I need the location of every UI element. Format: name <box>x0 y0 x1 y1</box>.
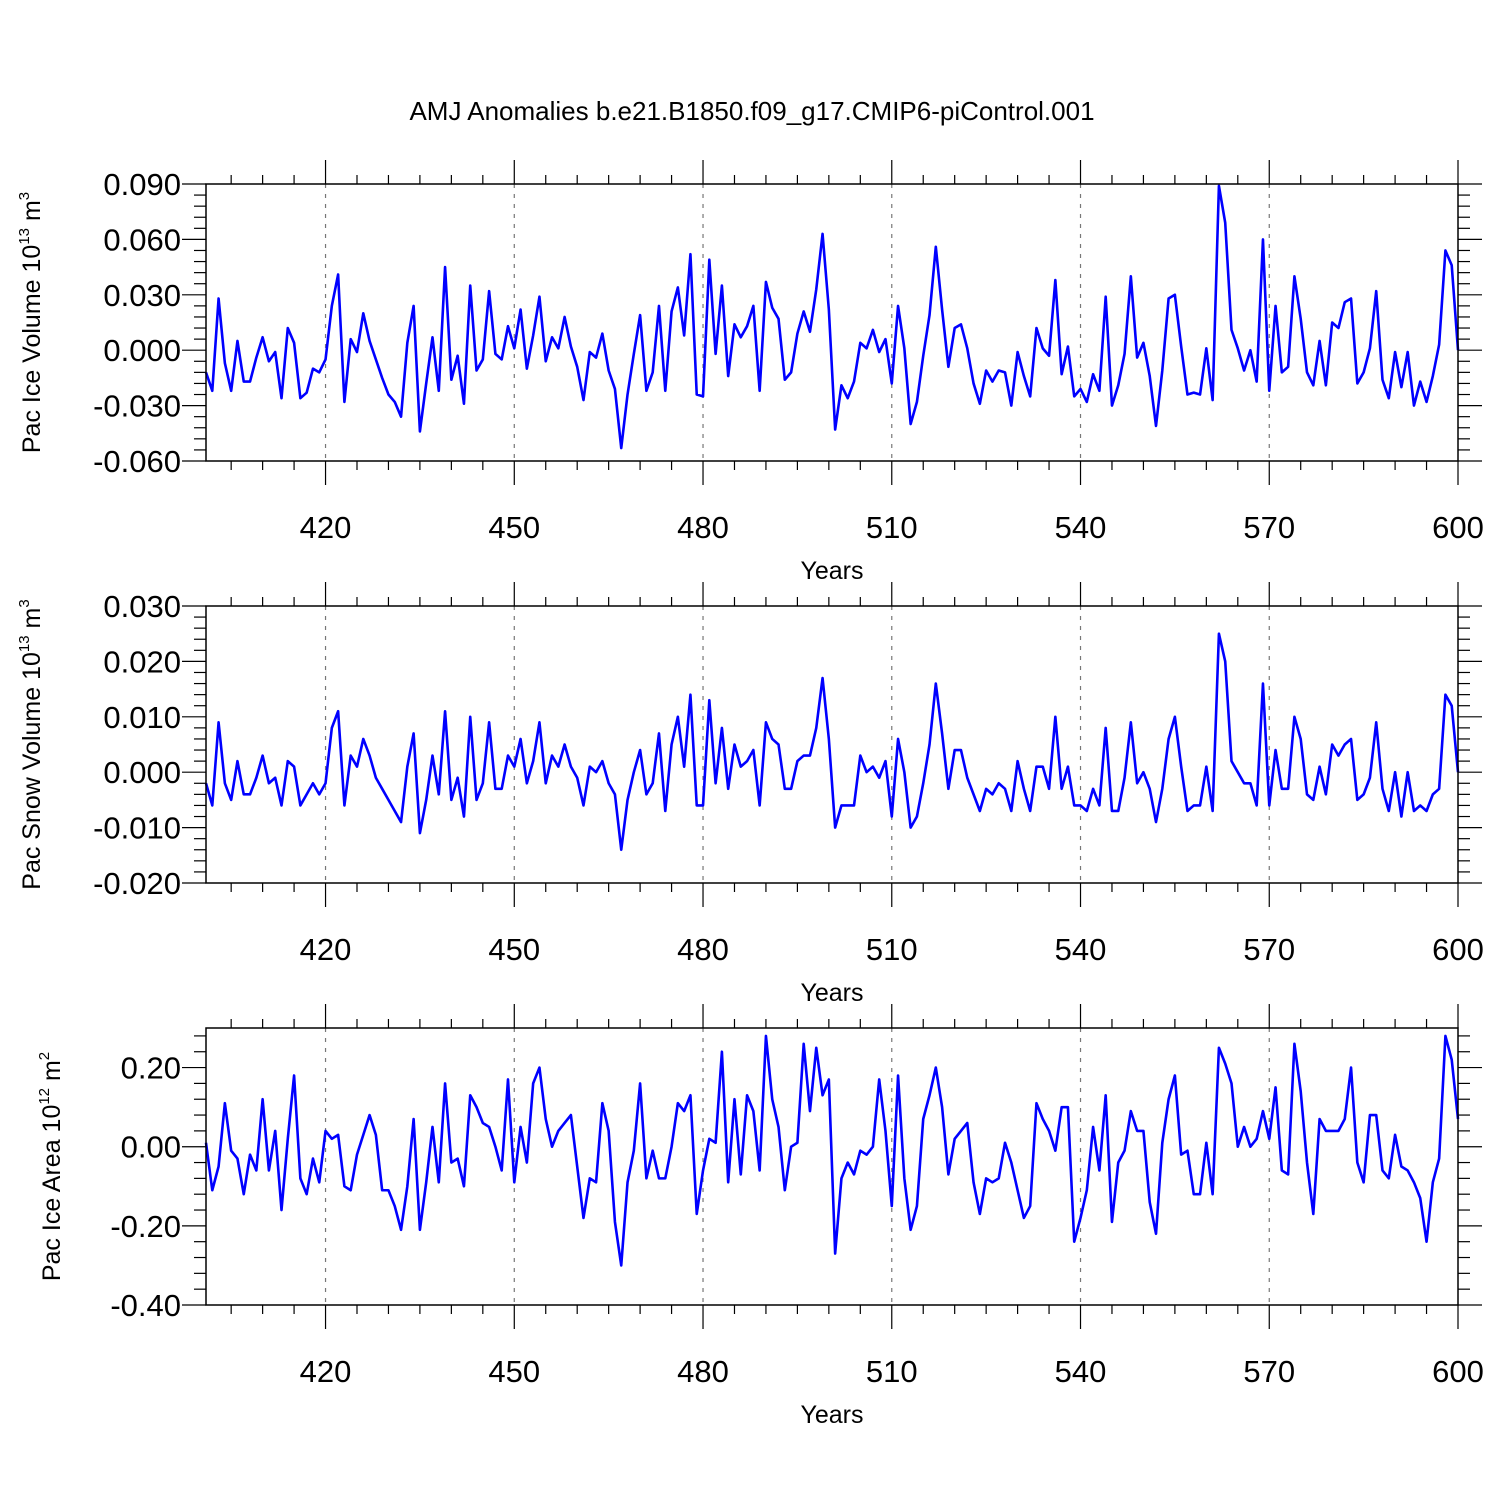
ice-volume-plot-frame <box>205 183 1459 462</box>
ice-volume-series-line <box>204 184 1460 450</box>
ice-area-y-axis-title-main: Pac Ice Area 10 <box>38 1105 66 1282</box>
ice-volume-y-axis-title: Pac Ice Volume 1013 m3 <box>16 192 46 453</box>
snow-volume-y-tick-label: 0.030 <box>103 589 181 624</box>
ice-area-y-tick-label: 0.20 <box>121 1051 181 1086</box>
ice-area-x-tick-label: 600 <box>1432 1354 1484 1389</box>
snow-volume-x-tick-label: 450 <box>488 932 540 967</box>
ice-volume-x-tick-label: 600 <box>1432 510 1484 545</box>
ice-area-panel: 420 450 480 510 540 570 600 -0.40 -0.20 0.00 0.20 Y… <box>36 1004 1484 1429</box>
snow-volume-x-tick-label: 510 <box>866 932 918 967</box>
ice-volume-x-tick-label: 480 <box>677 510 729 545</box>
ice-volume-y-tick-label: -0.030 <box>93 389 181 424</box>
snow-volume-x-tick-label: 570 <box>1243 932 1295 967</box>
ice-area-y-tick-label: 0.00 <box>121 1130 181 1165</box>
ice-volume-x-tick-label: 570 <box>1243 510 1295 545</box>
ice-area-x-axis-title: Years <box>800 1401 863 1429</box>
ice-volume-y-axis-title-exp: 13 <box>16 228 33 245</box>
ice-area-plot-frame <box>205 1027 1459 1306</box>
snow-volume-y-axis-title-unit: m <box>18 608 46 636</box>
ice-area-y-axis-title: Pac Ice Area 1012 m2 <box>36 1052 66 1281</box>
panels: 420 450 480 510 540 570 600 -0.060 -0.030 0.000 0.… <box>16 160 1484 1429</box>
snow-volume-y-tick-label: -0.020 <box>93 866 181 901</box>
snow-volume-x-tick-label: 540 <box>1055 932 1107 967</box>
ice-area-y-tick-label: -0.40 <box>110 1288 181 1323</box>
snow-volume-y-tick-label: 0.000 <box>103 755 181 790</box>
ice-volume-y-tick-label: 0.030 <box>103 278 181 313</box>
ice-volume-y-axis-title-unit: m <box>18 200 46 228</box>
figure-title: AMJ Anomalies b.e21.B1850.f09_g17.CMIP6-… <box>409 96 1094 126</box>
ice-area-y-axis-title-exp: 12 <box>36 1088 53 1105</box>
snow-volume-y-tick-label: 0.020 <box>103 644 181 679</box>
ice-volume-x-tick-label: 450 <box>488 510 540 545</box>
snow-volume-x-tick-label: 480 <box>677 932 729 967</box>
snow-volume-y-axis-title: Pac Snow Volume 1013 m3 <box>16 599 46 889</box>
ice-volume-x-tick-label: 510 <box>866 510 918 545</box>
ice-area-y-axis-title-unit: m <box>38 1060 66 1088</box>
ice-volume-y-axis-title-main: Pac Ice Volume 10 <box>18 245 46 453</box>
ice-volume-x-tick-label: 540 <box>1055 510 1107 545</box>
snow-volume-y-axis-title-main: Pac Snow Volume 10 <box>18 652 46 890</box>
ice-volume-y-tick-label: 0.090 <box>103 167 181 202</box>
ice-volume-y-axis-title-unit-exp: 3 <box>16 192 33 200</box>
ice-area-x-tick-label: 420 <box>300 1354 352 1389</box>
snow-volume-x-tick-label: 420 <box>300 932 352 967</box>
snow-volume-y-tick-label: 0.010 <box>103 700 181 735</box>
snow-volume-plot-frame <box>205 605 1459 884</box>
ice-area-x-tick-label: 570 <box>1243 1354 1295 1389</box>
ice-volume-y-tick-label: 0.060 <box>103 222 181 257</box>
snow-volume-series-line <box>204 632 1460 852</box>
snow-volume-x-tick-label: 600 <box>1432 932 1484 967</box>
ice-volume-x-axis-title: Years <box>800 557 863 585</box>
snow-volume-panel: 420 450 480 510 540 570 600 -0.020 -0.010 0.000 0.… <box>16 582 1484 1007</box>
snow-volume-y-axis-title-unit-exp: 3 <box>16 599 33 607</box>
ice-area-y-tick-label: -0.20 <box>110 1209 181 1244</box>
ice-volume-x-tick-label: 420 <box>300 510 352 545</box>
ice-area-series-line <box>204 1034 1460 1267</box>
snow-volume-y-axis-title-exp: 13 <box>16 635 33 652</box>
snow-volume-y-tick-label: -0.010 <box>93 811 181 846</box>
ice-area-x-tick-label: 450 <box>488 1354 540 1389</box>
ice-area-y-axis-title-unit-exp: 2 <box>36 1052 53 1060</box>
snow-volume-x-axis-title: Years <box>800 979 863 1007</box>
ice-area-x-tick-label: 540 <box>1055 1354 1107 1389</box>
ice-area-x-tick-label: 480 <box>677 1354 729 1389</box>
ice-volume-y-tick-label: 0.000 <box>103 333 181 368</box>
ice-volume-panel: 420 450 480 510 540 570 600 -0.060 -0.030 0.000 0.… <box>16 160 1484 585</box>
ice-area-x-tick-label: 510 <box>866 1354 918 1389</box>
ice-volume-y-tick-label: -0.060 <box>93 444 181 479</box>
